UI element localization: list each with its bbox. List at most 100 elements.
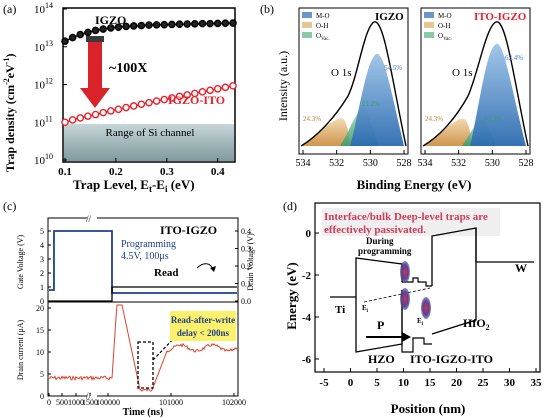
- igzo-point: [221, 19, 230, 28]
- panel-b-xlabel: Binding Energy (eV): [357, 177, 472, 192]
- xps-igzo-envelope: [300, 21, 407, 147]
- drain-current-trace: [48, 304, 238, 392]
- legend2-ov-swatch: [424, 32, 434, 38]
- reduction-arrow-shaft: [88, 40, 102, 88]
- b-xtick-label: 530: [363, 158, 378, 169]
- xps-igzo-oh-peak: [301, 118, 350, 146]
- a-xtick-label: 0.2: [109, 166, 123, 178]
- d-xtick-label: 0: [348, 377, 354, 389]
- igzo-point: [84, 28, 92, 37]
- igzo-ito-point: [229, 82, 237, 90]
- passivation-banner: [322, 208, 500, 236]
- d-xtick-label: 35: [531, 377, 543, 389]
- b-xtick-label: 534: [418, 158, 433, 169]
- xps-igzo-oh-pct: 24.3%: [303, 115, 321, 123]
- igzo-point: [122, 22, 130, 31]
- c-gate-tick-label: 4: [40, 241, 44, 250]
- axis-break-mark-top: //: [86, 214, 92, 224]
- read-delay-line2: delay < 200ns: [177, 328, 230, 338]
- drain-voltage-trace: [49, 286, 237, 302]
- igzo-ito-point: [91, 110, 100, 119]
- reduction-arrow-head: [80, 88, 110, 108]
- legend-mo-label: M-O: [316, 12, 330, 20]
- igzo-point: [129, 22, 138, 30]
- legend2-oh-swatch: [424, 22, 434, 28]
- igzo-point: [107, 24, 115, 32]
- c-current-tick-label: 15: [36, 326, 44, 335]
- igzo-point: [76, 30, 85, 39]
- igzo-ito-point: [76, 114, 85, 122]
- legend-mo-swatch: [302, 12, 312, 18]
- xps-ito-igzo-title: ITO-IGZO: [474, 11, 527, 23]
- c-xtick-label: 500: [56, 398, 68, 407]
- read-delay-line1: Read-after-write: [171, 315, 235, 325]
- xps-ito-igzo-plot: M-O O-H OVac. ITO-IGZO O 1s 62.4% 24.3% …: [420, 7, 531, 155]
- panel-c-title: ITO-IGZO: [160, 223, 217, 237]
- read-arrow-head: [210, 266, 216, 272]
- igzo-ito-point: [191, 89, 199, 98]
- panel-c-ylabel-drain-voltage: Drain Voltage (V): [246, 233, 255, 291]
- w-label: W: [515, 261, 527, 275]
- d-xtick-label: 25: [478, 377, 490, 389]
- read-delay-box: [137, 341, 154, 389]
- si-channel-band: [64, 124, 234, 161]
- polarization-label: P: [377, 318, 384, 332]
- xps-igzo-ov-pct: 21.2%: [362, 100, 380, 108]
- panel-b-ylabel: Intensity (a.u.): [276, 51, 290, 121]
- programming-label: Programming: [121, 239, 176, 250]
- c-xtick-label: 101000: [159, 398, 183, 407]
- igzo-point: [229, 19, 237, 27]
- ei-label-left: Ei: [362, 304, 369, 314]
- igzo-ito-point: [114, 105, 123, 114]
- igzo-ito-point: [175, 92, 184, 101]
- panel-a-ylabel: Trap density (cm-2eV-1): [2, 54, 17, 172]
- panel-a: (a) Range of Si channel 1010 1011 1012 1013…: [2, 1, 237, 194]
- c-xtick-label: 1500: [82, 398, 98, 407]
- panel-a-y-ticks: 1010 1011 1012 1013 1014: [34, 1, 67, 167]
- igzo-ito-point: [183, 91, 191, 99]
- a-xtick-label: 0.4: [211, 166, 225, 178]
- panel-c-top-frame: [47, 217, 239, 303]
- d-ytick-label: -6: [302, 354, 312, 366]
- read-label: Read: [154, 267, 178, 279]
- igzo-point: [168, 20, 176, 29]
- igzo-ito-point: [160, 95, 169, 104]
- panel-c-ylabel-gate: Gate Voltage (V): [16, 234, 25, 289]
- c-drain-v-tick-label: 0.4: [241, 227, 251, 236]
- legend2-ov-label: OVac.: [438, 32, 452, 42]
- igzo-ito-point: [99, 108, 107, 117]
- c-gate-tick-label: 1: [40, 283, 44, 292]
- igzo-ito-point: [198, 88, 207, 96]
- a-xtick-label: 0.3: [160, 166, 174, 178]
- igzo-ito-point: [68, 116, 77, 124]
- panel-d: (d) Interface/bulk Deep-level traps are …: [283, 199, 542, 416]
- igzo-point: [114, 23, 123, 31]
- programming-params: 4.5V, 100μs: [121, 251, 169, 262]
- igzo-ito-point: [152, 97, 161, 105]
- c-current-tick-label: 20: [36, 304, 44, 313]
- d-ytick-label: -4: [302, 312, 312, 324]
- xps-ito-igzo-oh-pct: 24.3%: [425, 115, 443, 123]
- legend2-oh-label: O-H: [438, 22, 450, 30]
- igzo-point: [213, 19, 222, 28]
- trap-state-upper-left: [400, 261, 410, 283]
- igzo-point: [152, 21, 161, 29]
- panel-a-series: [61, 19, 237, 127]
- polarization-arrow-head: [402, 332, 411, 342]
- b-xtick-label: 532: [451, 158, 466, 169]
- igzo-point: [145, 21, 153, 29]
- si-range-label: Range of Si channel: [106, 127, 195, 139]
- stack-label: ITO-IGZO-ITO: [410, 352, 493, 366]
- a-ytick-label: 1012: [34, 77, 53, 92]
- legend2-mo-swatch: [424, 12, 434, 18]
- reduction-arrow-cap: [86, 36, 104, 42]
- xps-igzo-title: IGZO: [375, 11, 404, 23]
- passivation-text-2: effectively passivated.: [324, 224, 426, 236]
- panel-b-x-ticks: 534 532 530 528 534 532 530 528: [296, 150, 534, 169]
- c-xtick-label: 102000: [222, 398, 246, 407]
- intrinsic-level-line: [363, 287, 431, 303]
- ti-label: Ti: [335, 304, 345, 316]
- igzo-point: [191, 20, 199, 28]
